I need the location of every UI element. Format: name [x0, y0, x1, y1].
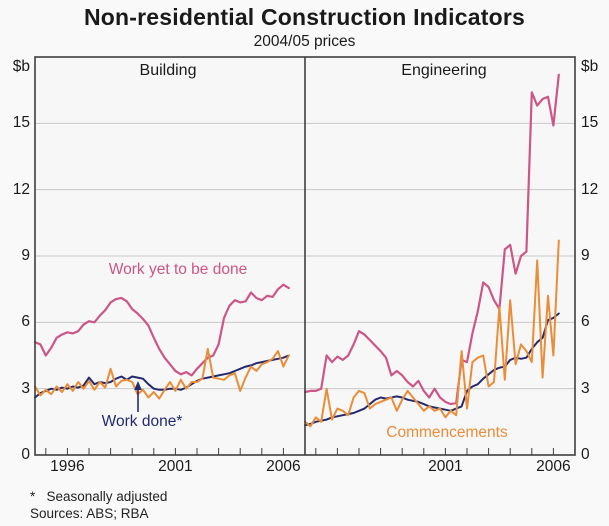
y-tick-label-right: 15	[581, 114, 599, 132]
y-tick-label-left: 15	[12, 114, 30, 132]
series-line-work-yet-to-be-done	[303, 73, 560, 406]
x-tick-label-2006: 2006	[266, 458, 301, 475]
panel-title-building: Building	[139, 62, 197, 79]
series-line-commencements	[34, 347, 290, 400]
series-label-work-yet-to-be-done: Work yet to be done	[108, 261, 248, 278]
series-line-work-yet-to-be-done	[33, 283, 290, 377]
y-tick-label-right: 6	[581, 313, 590, 331]
y-tick-label-left: 12	[12, 180, 30, 198]
work-done-arrow-head	[134, 381, 142, 390]
y-tick-label-right: 12	[581, 180, 599, 198]
x-tick-label-2001: 2001	[158, 458, 193, 475]
y-axis-unit-left: $b	[12, 58, 30, 75]
y-tick-label-left: 6	[21, 313, 30, 331]
chart-title: Non-residential Construction Indicators	[83, 4, 525, 30]
x-tick-label-1996: 1996	[50, 458, 85, 475]
x-tick-label-2001: 2001	[428, 458, 463, 475]
chart-subtitle: 2004/05 prices	[253, 33, 356, 50]
y-axis-unit-right: $b	[581, 58, 599, 75]
series-label-commencements: Commencements	[386, 424, 508, 441]
y-tick-label-right: 3	[581, 379, 590, 397]
y-tick-label-right: 0	[581, 446, 590, 463]
footnote-seasonally-adjusted: * Seasonally adjusted	[30, 489, 168, 504]
x-tick-label-2006: 2006	[536, 458, 571, 475]
panel-title-engineering: Engineering	[401, 62, 487, 79]
series-line-work-done	[34, 354, 290, 399]
y-tick-label-left: 0	[21, 446, 30, 463]
series-line-commencements	[304, 239, 560, 428]
y-tick-label-right: 9	[581, 247, 590, 264]
y-tick-label-left: 9	[21, 247, 30, 264]
y-tick-label-left: 3	[21, 379, 30, 397]
footnote-sources: Sources: ABS; RBA	[30, 506, 149, 521]
series-label-work-done: Work done*	[101, 413, 183, 430]
